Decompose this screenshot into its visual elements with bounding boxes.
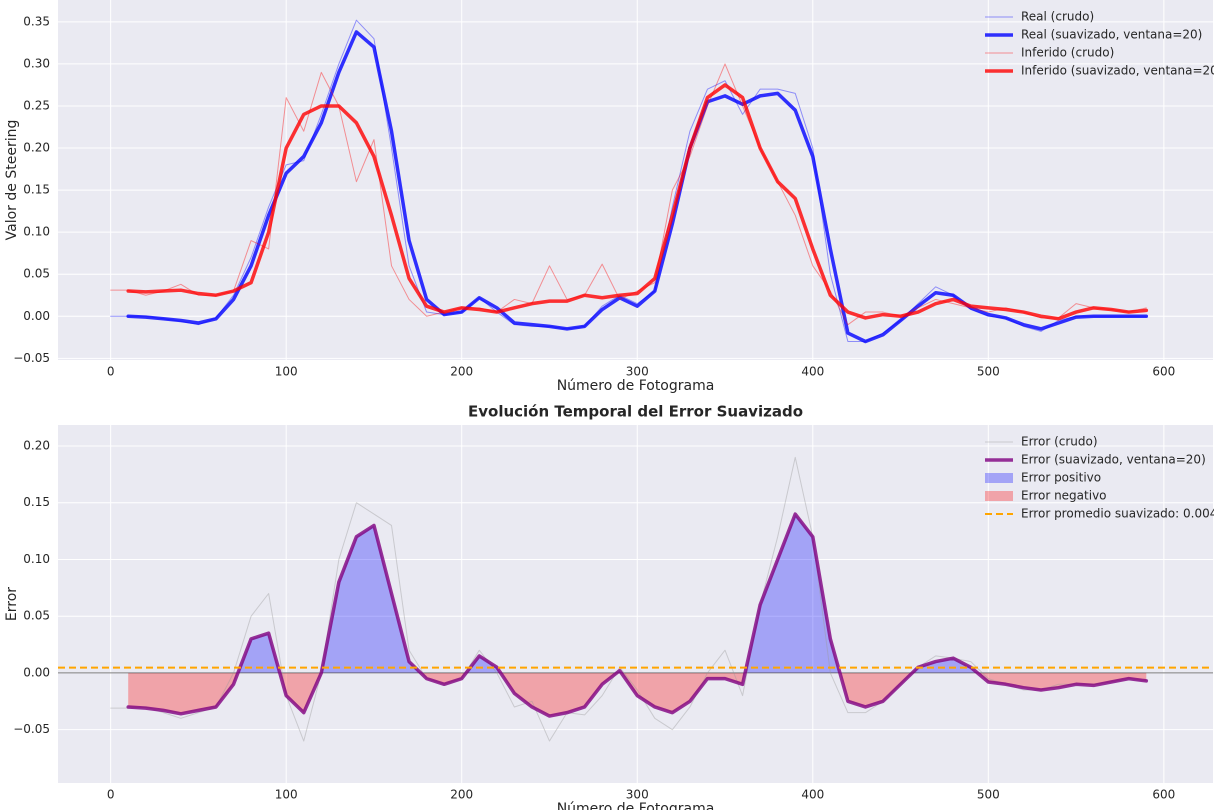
error-fill	[128, 514, 1147, 673]
legend-label: Error (suavizado, ventana=20)	[1021, 453, 1206, 467]
y-tick-label: 0.00	[23, 309, 50, 323]
legend-label: Error promedio suavizado: 0.0047	[1021, 507, 1214, 521]
chart-title: Evolución Temporal del Error Suavizado	[468, 403, 803, 421]
plot-area	[58, 0, 1213, 360]
y-tick-label: 0.35	[23, 14, 50, 28]
y-tick-label: 0.05	[23, 609, 50, 623]
y-tick-label: 0.10	[23, 225, 50, 239]
y-tick-label: 0.25	[23, 98, 50, 112]
legend-label: Error positivo	[1021, 471, 1101, 485]
x-axis-label: Número de Fotograma	[557, 801, 715, 810]
legend-label: Real (crudo)	[1021, 10, 1094, 24]
legend-swatch	[985, 491, 1013, 501]
series-line	[126, 512, 1149, 718]
x-tick-label: 500	[977, 788, 1000, 802]
y-tick-label: 0.15	[23, 183, 50, 197]
series-line	[110, 456, 1147, 742]
legend-swatch	[985, 473, 1013, 483]
plot-layer	[110, 19, 1149, 344]
legend-label: Inferido (suavizado, ventana=20)	[1021, 64, 1214, 78]
y-tick-label: 0.05	[23, 267, 50, 281]
y-tick-label: 0.10	[23, 552, 50, 566]
x-tick-label: 600	[1152, 788, 1175, 802]
x-axis-label: Número de Fotograma	[557, 378, 715, 394]
y-axis-label: Error	[4, 587, 20, 621]
x-tick-label: 600	[1152, 365, 1175, 379]
x-tick-label: 300	[626, 788, 649, 802]
x-tick-label: 200	[450, 788, 473, 802]
legend-label: Inferido (crudo)	[1021, 46, 1114, 60]
y-tick-label: 0.30	[23, 56, 50, 70]
plot-layer	[58, 456, 1213, 742]
plot-area	[58, 425, 1213, 783]
x-tick-label: 100	[275, 788, 298, 802]
x-tick-label: 200	[450, 365, 473, 379]
y-tick-label: 0.00	[23, 665, 50, 679]
legend-label: Real (suavizado, ventana=20)	[1021, 28, 1202, 42]
y-tick-label: 0.20	[23, 438, 50, 452]
y-tick-label: 0.20	[23, 141, 50, 155]
x-tick-label: 0	[107, 365, 115, 379]
y-tick-label: −0.05	[13, 722, 50, 736]
y-axis-label: Valor de Steering	[4, 120, 20, 241]
legend-label: Error negativo	[1021, 489, 1107, 503]
x-tick-label: 500	[977, 365, 1000, 379]
legend-label: Error (crudo)	[1021, 435, 1098, 449]
series-line	[126, 30, 1149, 344]
x-tick-label: 100	[275, 365, 298, 379]
x-tick-label: 0	[107, 788, 115, 802]
x-tick-label: 300	[626, 365, 649, 379]
y-tick-label: −0.05	[13, 351, 50, 365]
series-line	[126, 83, 1149, 321]
y-tick-label: 0.15	[23, 495, 50, 509]
x-tick-label: 400	[801, 788, 824, 802]
x-tick-label: 400	[801, 365, 824, 379]
